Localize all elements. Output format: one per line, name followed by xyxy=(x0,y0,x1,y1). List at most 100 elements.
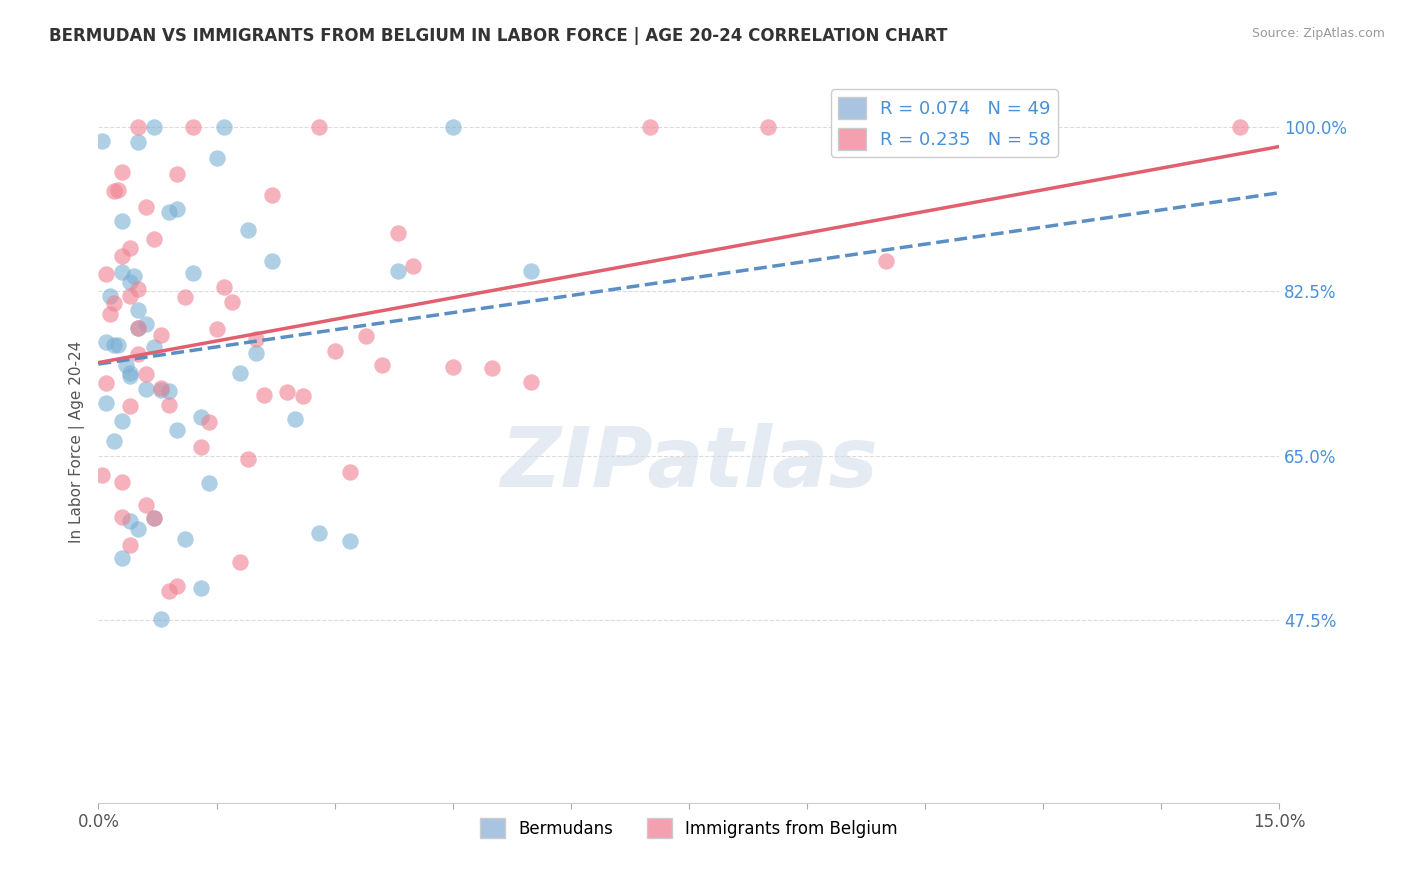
Point xyxy=(214,280,236,294)
Point xyxy=(135,498,157,512)
Point xyxy=(135,383,157,397)
Point xyxy=(245,346,267,360)
Point xyxy=(229,555,252,569)
Point xyxy=(260,187,283,202)
Point xyxy=(441,359,464,374)
Point xyxy=(118,539,141,553)
Point xyxy=(520,375,543,389)
Point xyxy=(122,269,145,284)
Point xyxy=(354,328,377,343)
Point xyxy=(91,467,114,482)
Point xyxy=(1229,120,1251,135)
Point xyxy=(135,201,157,215)
Point xyxy=(115,358,138,372)
Point xyxy=(142,511,165,525)
Point xyxy=(190,581,212,595)
Text: Source: ZipAtlas.com: Source: ZipAtlas.com xyxy=(1251,27,1385,40)
Point xyxy=(245,332,267,346)
Point xyxy=(118,241,141,255)
Point xyxy=(190,440,212,454)
Point xyxy=(98,289,121,303)
Point xyxy=(150,612,173,626)
Point xyxy=(402,259,425,273)
Point xyxy=(387,226,409,240)
Point xyxy=(181,266,204,280)
Point xyxy=(111,265,134,279)
Point xyxy=(142,120,165,135)
Point xyxy=(96,335,118,350)
Point xyxy=(260,253,283,268)
Point xyxy=(308,526,330,541)
Point xyxy=(441,120,464,135)
Point xyxy=(118,289,141,303)
Point xyxy=(96,376,118,390)
Point xyxy=(190,410,212,425)
Point xyxy=(520,264,543,278)
Point xyxy=(127,120,149,135)
Point xyxy=(197,475,219,490)
Point xyxy=(323,344,346,359)
Point xyxy=(111,475,134,489)
Point xyxy=(875,253,897,268)
Point xyxy=(142,340,165,354)
Point xyxy=(205,322,228,336)
Point xyxy=(103,338,125,352)
Point xyxy=(236,223,259,237)
Point xyxy=(214,120,236,135)
Point xyxy=(166,423,188,437)
Point xyxy=(166,167,188,181)
Point xyxy=(339,534,361,549)
Point xyxy=(107,338,129,352)
Point xyxy=(205,151,228,165)
Point xyxy=(276,384,298,399)
Point xyxy=(150,328,173,343)
Point xyxy=(174,533,197,547)
Point xyxy=(174,290,197,304)
Point xyxy=(127,347,149,361)
Point xyxy=(96,267,118,281)
Point xyxy=(253,388,276,402)
Text: BERMUDAN VS IMMIGRANTS FROM BELGIUM IN LABOR FORCE | AGE 20-24 CORRELATION CHART: BERMUDAN VS IMMIGRANTS FROM BELGIUM IN L… xyxy=(49,27,948,45)
Point xyxy=(111,510,134,524)
Point xyxy=(166,202,188,216)
Point xyxy=(98,307,121,321)
Point xyxy=(111,551,134,566)
Point xyxy=(107,183,129,197)
Point xyxy=(127,522,149,536)
Point xyxy=(127,321,149,335)
Point xyxy=(387,264,409,278)
Point xyxy=(150,381,173,395)
Point xyxy=(157,398,180,412)
Point xyxy=(142,511,165,525)
Point xyxy=(284,412,307,426)
Point xyxy=(127,282,149,296)
Point xyxy=(118,399,141,413)
Point xyxy=(103,185,125,199)
Point xyxy=(111,414,134,428)
Point xyxy=(157,384,180,398)
Point xyxy=(166,579,188,593)
Text: ZIPatlas: ZIPatlas xyxy=(501,423,877,504)
Point xyxy=(157,583,180,598)
Point xyxy=(135,317,157,331)
Point xyxy=(157,205,180,219)
Point xyxy=(150,383,173,397)
Point xyxy=(127,321,149,335)
Point xyxy=(142,232,165,246)
Point xyxy=(111,214,134,228)
Point xyxy=(118,368,141,383)
Point xyxy=(118,514,141,528)
Point xyxy=(229,366,252,380)
Point xyxy=(127,302,149,317)
Point xyxy=(127,136,149,150)
Point xyxy=(756,120,779,135)
Point xyxy=(103,295,125,310)
Point xyxy=(111,165,134,179)
Point xyxy=(308,120,330,135)
Point xyxy=(103,434,125,449)
Point xyxy=(221,295,243,310)
Legend: Bermudans, Immigrants from Belgium: Bermudans, Immigrants from Belgium xyxy=(474,812,904,845)
Point xyxy=(638,120,661,135)
Point xyxy=(292,389,315,403)
Point xyxy=(236,451,259,466)
